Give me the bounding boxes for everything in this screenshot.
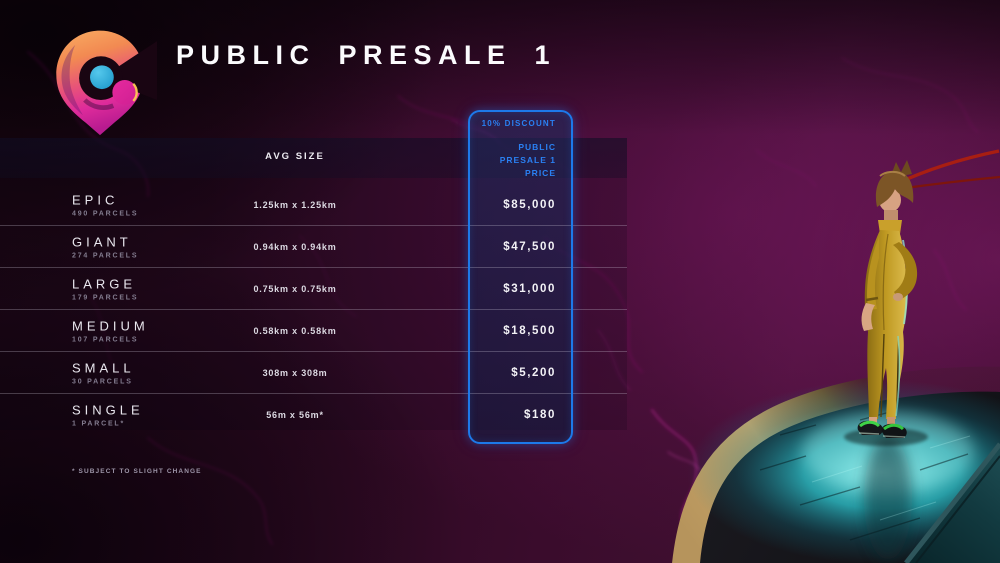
size-name-cell: EPIC 490 PARCELS	[72, 192, 138, 217]
marble-veins	[27, 51, 979, 545]
avg-size-value: 308m x 308m	[262, 367, 328, 378]
price-column-highlight	[468, 110, 573, 444]
avg-size-value: 0.58km x 0.58km	[253, 325, 337, 336]
brand-logo-icon	[56, 30, 157, 136]
avg-size-value: 56m x 56m*	[266, 409, 324, 420]
price-value: $85,000	[503, 198, 556, 211]
size-name-cell: MEDIUM 107 PARCELS	[72, 318, 149, 343]
parcel-count: 30 PARCELS	[72, 378, 133, 385]
avg-size-column-header: AVG SIZE	[265, 151, 325, 162]
price-value: $31,000	[503, 282, 556, 295]
price-column-header: PUBLIC PRESALE 1 PRICE	[468, 141, 573, 180]
size-name: EPIC	[72, 192, 119, 207]
avg-size-value: 0.75km x 0.75km	[253, 283, 337, 294]
price-value: $5,200	[511, 366, 556, 379]
parcel-count: 1 PARCEL*	[72, 420, 126, 427]
size-name-cell: SINGLE 1 PARCEL*	[72, 402, 144, 427]
size-name: SINGLE	[72, 402, 144, 417]
size-name-cell: LARGE 179 PARCELS	[72, 276, 138, 301]
pricing-table: EPIC 490 PARCELS 1.25km x 1.25km $85,000…	[0, 184, 627, 435]
price-value: $18,500	[503, 324, 556, 337]
size-name-cell: SMALL 30 PARCELS	[72, 360, 135, 385]
size-name: SMALL	[72, 360, 135, 375]
table-row-giant: GIANT 274 PARCELS 0.94km x 0.94km $47,50…	[0, 226, 627, 268]
platform	[672, 366, 1000, 563]
parcel-count: 490 PARCELS	[72, 210, 139, 217]
table-row-small: SMALL 30 PARCELS 308m x 308m $5,200	[0, 352, 627, 394]
size-name: MEDIUM	[72, 318, 149, 333]
price-header-line2: PRESALE 1 PRICE	[499, 155, 556, 178]
parcel-count: 179 PARCELS	[72, 294, 139, 301]
table-row-large: LARGE 179 PARCELS 0.75km x 0.75km $31,00…	[0, 268, 627, 310]
character-girl	[844, 149, 1000, 446]
avg-size-value: 1.25km x 1.25km	[253, 199, 337, 210]
size-name: GIANT	[72, 234, 132, 249]
price-header-line1: PUBLIC	[518, 142, 556, 152]
parcel-count: 274 PARCELS	[72, 252, 139, 259]
footnote: * SUBJECT TO SLIGHT CHANGE	[72, 468, 202, 475]
table-row-epic: EPIC 490 PARCELS 1.25km x 1.25km $85,000	[0, 184, 627, 226]
table-row-medium: MEDIUM 107 PARCELS 0.58km x 0.58km $18,5…	[0, 310, 627, 352]
page-title: PUBLIC PRESALE 1	[176, 40, 557, 70]
price-value: $180	[524, 408, 556, 421]
price-value: $47,500	[503, 240, 556, 253]
size-name: LARGE	[72, 276, 137, 291]
table-row-single: SINGLE 1 PARCEL* 56m x 56m* $180	[0, 394, 627, 435]
avg-size-value: 0.94km x 0.94km	[253, 241, 337, 252]
size-name-cell: GIANT 274 PARCELS	[72, 234, 138, 259]
parcel-count: 107 PARCELS	[72, 336, 139, 343]
discount-badge: 10% DISCOUNT	[481, 119, 556, 128]
